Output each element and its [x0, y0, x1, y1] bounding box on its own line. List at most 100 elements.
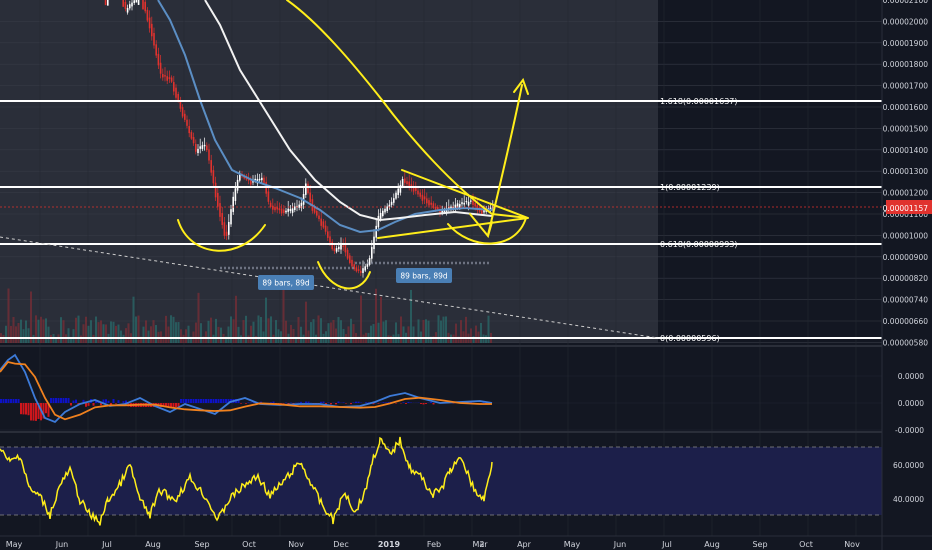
volume-bar [77, 315, 80, 343]
volume-bar [117, 324, 120, 343]
macd-hist-bar [5, 399, 7, 403]
volume-bar [135, 316, 137, 343]
candle-body [360, 270, 362, 273]
macd-hist-bar [60, 398, 62, 403]
volume-bar [290, 324, 292, 343]
candle-body [430, 202, 432, 205]
candle-body [351, 259, 353, 267]
candle-body [168, 77, 171, 79]
price-tick-label: 0.00000660 [883, 317, 929, 326]
macd-hist-bar [75, 399, 77, 403]
current-price-tag: 0.00001157 [883, 200, 932, 214]
candle-body [278, 208, 281, 211]
candle-body [232, 196, 234, 212]
volume-bar [250, 325, 252, 343]
candle-body [153, 33, 155, 46]
drawing-right-shoulder [447, 217, 527, 245]
candle-body [443, 209, 446, 213]
candle-body [412, 186, 415, 192]
candle-body [197, 148, 199, 154]
volume-bar [102, 324, 105, 343]
time-tick-label: Oct [242, 540, 256, 549]
moving-average-slow [204, 0, 493, 222]
volume-bar [267, 318, 270, 343]
volume-bar [90, 320, 92, 343]
macd-hist-bar [2, 399, 5, 403]
volume-bar [277, 329, 280, 343]
volume-bar [152, 320, 155, 343]
candle-body [434, 206, 437, 210]
macd-hist-bar [452, 403, 455, 404]
volume-bar [372, 324, 375, 343]
volume-bar [307, 330, 310, 343]
volume-bar [270, 316, 272, 343]
candle-body [188, 126, 190, 134]
macd-hist-bar [7, 399, 10, 403]
candle-body [441, 210, 443, 213]
candle-body [137, 0, 140, 5]
candle-body [388, 204, 391, 207]
candle-body [186, 119, 188, 126]
measure-label: 89 bars, 89d [400, 272, 448, 281]
fib-level-label: 0(0.00000596) [660, 334, 720, 343]
measure-box [396, 268, 452, 283]
volume-bar [100, 320, 102, 343]
fib-level-label: 0.618(0.00000993) [660, 240, 738, 249]
time-axis: May Jun Jul Aug Sep Oct Nov Dec 2019 Feb Mar Apr May… [6, 540, 860, 549]
price-tick-label: 0.00001800 [883, 60, 929, 69]
volume-bar [265, 297, 267, 343]
volume-bar [20, 319, 22, 343]
volume-bar [195, 322, 197, 343]
volume-bar [385, 320, 387, 343]
macd-hist-bar [342, 402, 345, 403]
drawing-dip-arrow [469, 213, 493, 239]
volume-bar [310, 322, 312, 343]
candle-body [333, 248, 336, 252]
macd-hist-bar [177, 403, 180, 407]
volume-bar [137, 315, 140, 343]
macd-hist-bar [82, 399, 85, 403]
candle-body [408, 181, 410, 187]
candle-body [459, 204, 461, 208]
volume-bar [340, 320, 342, 343]
price-tick-label: 0.00001700 [883, 82, 929, 91]
trendline [0, 236, 659, 339]
candle-body [415, 187, 417, 191]
macd-hist-bar [367, 402, 370, 403]
macd-hist-bar [180, 399, 182, 403]
macd-hist-bar [167, 403, 170, 407]
volume-bar [45, 318, 47, 343]
macd-hist-bar [210, 399, 212, 403]
price-tick-label: 0.00002000 [883, 17, 929, 26]
macd-hist-bar [482, 402, 485, 403]
macd-hist-bar [195, 399, 197, 403]
volume-bar [285, 320, 287, 343]
price-tick-label: 0.00001100 [883, 210, 929, 219]
candle-body [393, 198, 395, 203]
volume-bar [147, 330, 150, 343]
volume-bar [47, 326, 50, 343]
macd-hist-bar [125, 400, 127, 403]
candle-body [208, 149, 210, 161]
time-tick-label: 2019 [378, 540, 401, 549]
candle-body [316, 210, 318, 216]
candle-body [349, 255, 351, 263]
candle-body [465, 200, 468, 203]
candle-body [272, 205, 274, 210]
macd-hist-bar [117, 400, 120, 403]
macd-hist-bar [172, 403, 175, 407]
candle-body [426, 198, 428, 204]
macd-hist-bar [272, 401, 275, 403]
fibonacci-levels: 1.618(0.00001637) 1(0.00001239) 0.618(0.00… [0, 97, 882, 343]
macd-hist-bar [307, 401, 310, 403]
volume-bar [60, 317, 62, 343]
volume-bar [255, 335, 257, 343]
candle-body [267, 191, 270, 202]
volume-bar [282, 286, 285, 343]
volume-bar [97, 322, 100, 343]
macd-hist-bar [42, 403, 45, 419]
candle-body [144, 1, 146, 12]
candle-body [320, 218, 322, 226]
volume-bar [360, 295, 362, 343]
